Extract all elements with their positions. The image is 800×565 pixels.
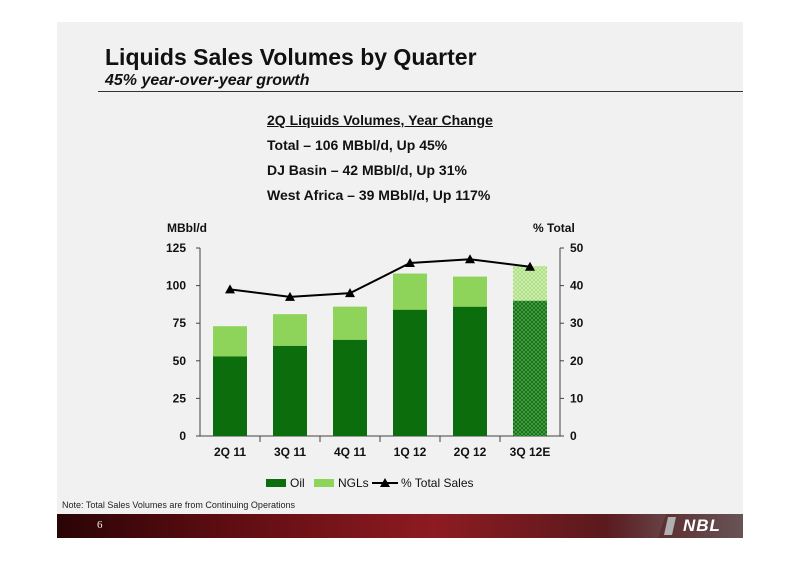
bar-oil bbox=[273, 345, 307, 436]
legend-oil-swatch bbox=[266, 479, 286, 487]
y-right-tick-label: 40 bbox=[570, 279, 584, 293]
bar-ngl bbox=[333, 306, 367, 340]
pct-total-marker bbox=[405, 258, 415, 268]
bar-ngl bbox=[273, 314, 307, 346]
y-left-tick-label: 75 bbox=[173, 316, 187, 330]
bar-oil bbox=[213, 356, 247, 436]
highlight-total: Total – 106 MBbl/d, Up 45% bbox=[267, 137, 448, 153]
chart-legend: Oil NGLs % Total Sales bbox=[266, 476, 474, 490]
y-right-tick-label: 10 bbox=[570, 391, 584, 405]
y-right-tick-label: 30 bbox=[570, 316, 584, 330]
pct-total-marker bbox=[465, 254, 475, 264]
highlight-west-africa: West Africa – 39 MBbl/d, Up 117% bbox=[267, 187, 491, 203]
nbl-logo bbox=[658, 514, 743, 538]
pct-total-line bbox=[229, 258, 531, 298]
bar-ngl bbox=[513, 266, 547, 301]
legend-ngl-label: NGLs bbox=[338, 476, 369, 490]
slide-title: Liquids Sales Volumes by Quarter bbox=[105, 44, 477, 70]
legend-oil-label: Oil bbox=[290, 476, 305, 490]
logo-text: NBL bbox=[683, 516, 721, 535]
slide-subtitle: 45% year-over-year growth bbox=[105, 72, 310, 89]
legend-ngl-swatch bbox=[314, 479, 334, 487]
y-left-tick-label: 50 bbox=[173, 354, 187, 368]
pct-total-marker bbox=[345, 288, 355, 298]
y-left-tick-label: 125 bbox=[166, 241, 186, 255]
y-axis-right-title: % Total bbox=[533, 221, 575, 235]
footer-bar bbox=[57, 514, 743, 538]
legend-pct-label: % Total Sales bbox=[401, 476, 474, 490]
bar-oil bbox=[513, 300, 547, 436]
pct-total-marker bbox=[525, 261, 535, 271]
highlights-box: 2Q Liquids Volumes, Year Change Total – … bbox=[267, 112, 493, 212]
bar-oil bbox=[333, 339, 367, 436]
y-right-tick-label: 50 bbox=[570, 241, 584, 255]
y-axis-left-title: MBbl/d bbox=[167, 221, 207, 235]
title-divider bbox=[98, 91, 743, 92]
bar-oil bbox=[393, 309, 427, 436]
x-tick-label: 3Q 12E bbox=[510, 445, 551, 459]
bar-ngl bbox=[393, 273, 427, 310]
page-number: 6 bbox=[97, 519, 103, 531]
y-right-tick-label: 0 bbox=[570, 429, 577, 443]
y-left-tick-label: 25 bbox=[173, 391, 187, 405]
bar-ngl bbox=[453, 276, 487, 307]
y-left-tick-label: 0 bbox=[179, 429, 186, 443]
highlight-dj-basin: DJ Basin – 42 MBbl/d, Up 31% bbox=[267, 162, 467, 178]
x-tick-label: 4Q 11 bbox=[334, 445, 366, 459]
plot-area: 0 25 50 75 100 125 0 10 20 30 40 50 2Q 11 3Q 11 4Q 11 1… bbox=[166, 241, 584, 459]
y-left-tick-label: 100 bbox=[166, 279, 186, 293]
highlights-heading: 2Q Liquids Volumes, Year Change bbox=[267, 112, 493, 128]
bar-oil bbox=[453, 306, 487, 436]
x-tick-label: 2Q 11 bbox=[214, 445, 246, 459]
pct-total-marker bbox=[285, 291, 295, 301]
pct-total-marker bbox=[225, 284, 235, 294]
x-tick-label: 3Q 11 bbox=[274, 445, 306, 459]
legend-pct-marker bbox=[380, 478, 390, 487]
y-right-tick-label: 20 bbox=[570, 354, 584, 368]
x-tick-label: 2Q 12 bbox=[454, 445, 487, 459]
x-tick-label: 1Q 12 bbox=[394, 445, 427, 459]
footnote: Note: Total Sales Volumes are from Conti… bbox=[62, 500, 295, 510]
bar-ngl bbox=[213, 326, 247, 357]
